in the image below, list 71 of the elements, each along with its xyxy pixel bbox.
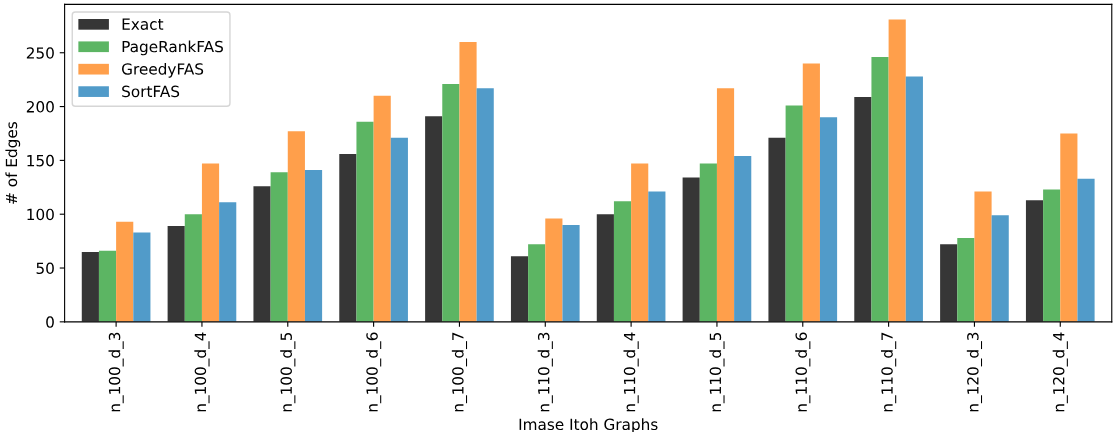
- x-tick-label: n_100_d_6: [366, 332, 382, 412]
- y-tick-label: 200: [26, 101, 54, 113]
- bar: [116, 221, 134, 322]
- bar: [905, 76, 923, 322]
- bar: [390, 137, 408, 322]
- y-tick-label: 100: [27, 208, 54, 221]
- bar: [425, 116, 443, 322]
- bar: [545, 218, 563, 322]
- legend-label: GreedyFAS: [122, 62, 204, 78]
- bar: [373, 95, 391, 322]
- bar: [201, 163, 220, 322]
- bar: [476, 88, 494, 322]
- y-tick-label: 150: [27, 154, 54, 167]
- bar: [631, 163, 649, 322]
- x-tick-label: n_110_d_7: [881, 332, 897, 412]
- x-tick-label: n_110_d_6: [795, 332, 811, 412]
- bar: [510, 256, 529, 322]
- bar: [442, 83, 460, 322]
- bar: [854, 96, 872, 322]
- x-tick-label: n_110_d_4: [623, 332, 639, 412]
- bar: [734, 156, 752, 322]
- bar: [270, 172, 288, 322]
- bar: [699, 163, 717, 322]
- legend-label: PageRankFAS: [122, 40, 223, 56]
- bar: [287, 131, 305, 322]
- bar: [888, 19, 906, 322]
- bar: [562, 224, 580, 322]
- x-tick-label: n_100_d_5: [280, 332, 296, 412]
- bar: [768, 137, 786, 322]
- bar: [957, 237, 975, 322]
- bar: [991, 215, 1009, 322]
- y-axis-title: # of Edges: [5, 122, 21, 204]
- bar: [98, 250, 117, 322]
- bar: [1043, 189, 1061, 322]
- bar: [682, 177, 700, 322]
- x-tick-label: n_100_d_4: [194, 332, 210, 412]
- bar: [596, 214, 614, 322]
- bar: [613, 201, 632, 322]
- bar: [528, 244, 546, 322]
- x-tick-label: n_120_d_3: [966, 332, 983, 412]
- legend-label: Exact: [122, 18, 164, 30]
- y-tick-label: 0: [46, 316, 54, 328]
- legend-label: SortFAS: [122, 85, 180, 98]
- bar: [785, 105, 803, 322]
- y-tick-label: 250: [26, 47, 54, 59]
- bar: [940, 244, 958, 322]
- bar: [716, 88, 735, 322]
- bar: [974, 191, 992, 322]
- bar: [304, 170, 323, 322]
- bar: [339, 153, 357, 322]
- x-tick-label: n_100_d_3: [108, 332, 124, 412]
- x-tick-label: n_120_d_4: [1052, 332, 1068, 412]
- x-tick-label: n_110_d_3: [537, 332, 553, 412]
- bar: [819, 117, 838, 322]
- bar: [133, 232, 151, 322]
- bar: [253, 186, 271, 322]
- bar: [167, 226, 185, 322]
- bar: [81, 251, 99, 322]
- y-tick-label: 50: [36, 262, 54, 275]
- bar: [1077, 178, 1095, 322]
- bar: [184, 214, 202, 322]
- bar: [219, 202, 237, 322]
- bar: [871, 57, 889, 322]
- bar: [802, 63, 820, 322]
- bar: [1060, 133, 1078, 322]
- bar: [648, 191, 666, 322]
- x-tick-label: n_110_d_5: [709, 332, 725, 412]
- x-tick-label: n_100_d_7: [451, 332, 468, 412]
- bar: [356, 121, 374, 322]
- bar: [459, 41, 477, 322]
- bar: [1025, 200, 1044, 322]
